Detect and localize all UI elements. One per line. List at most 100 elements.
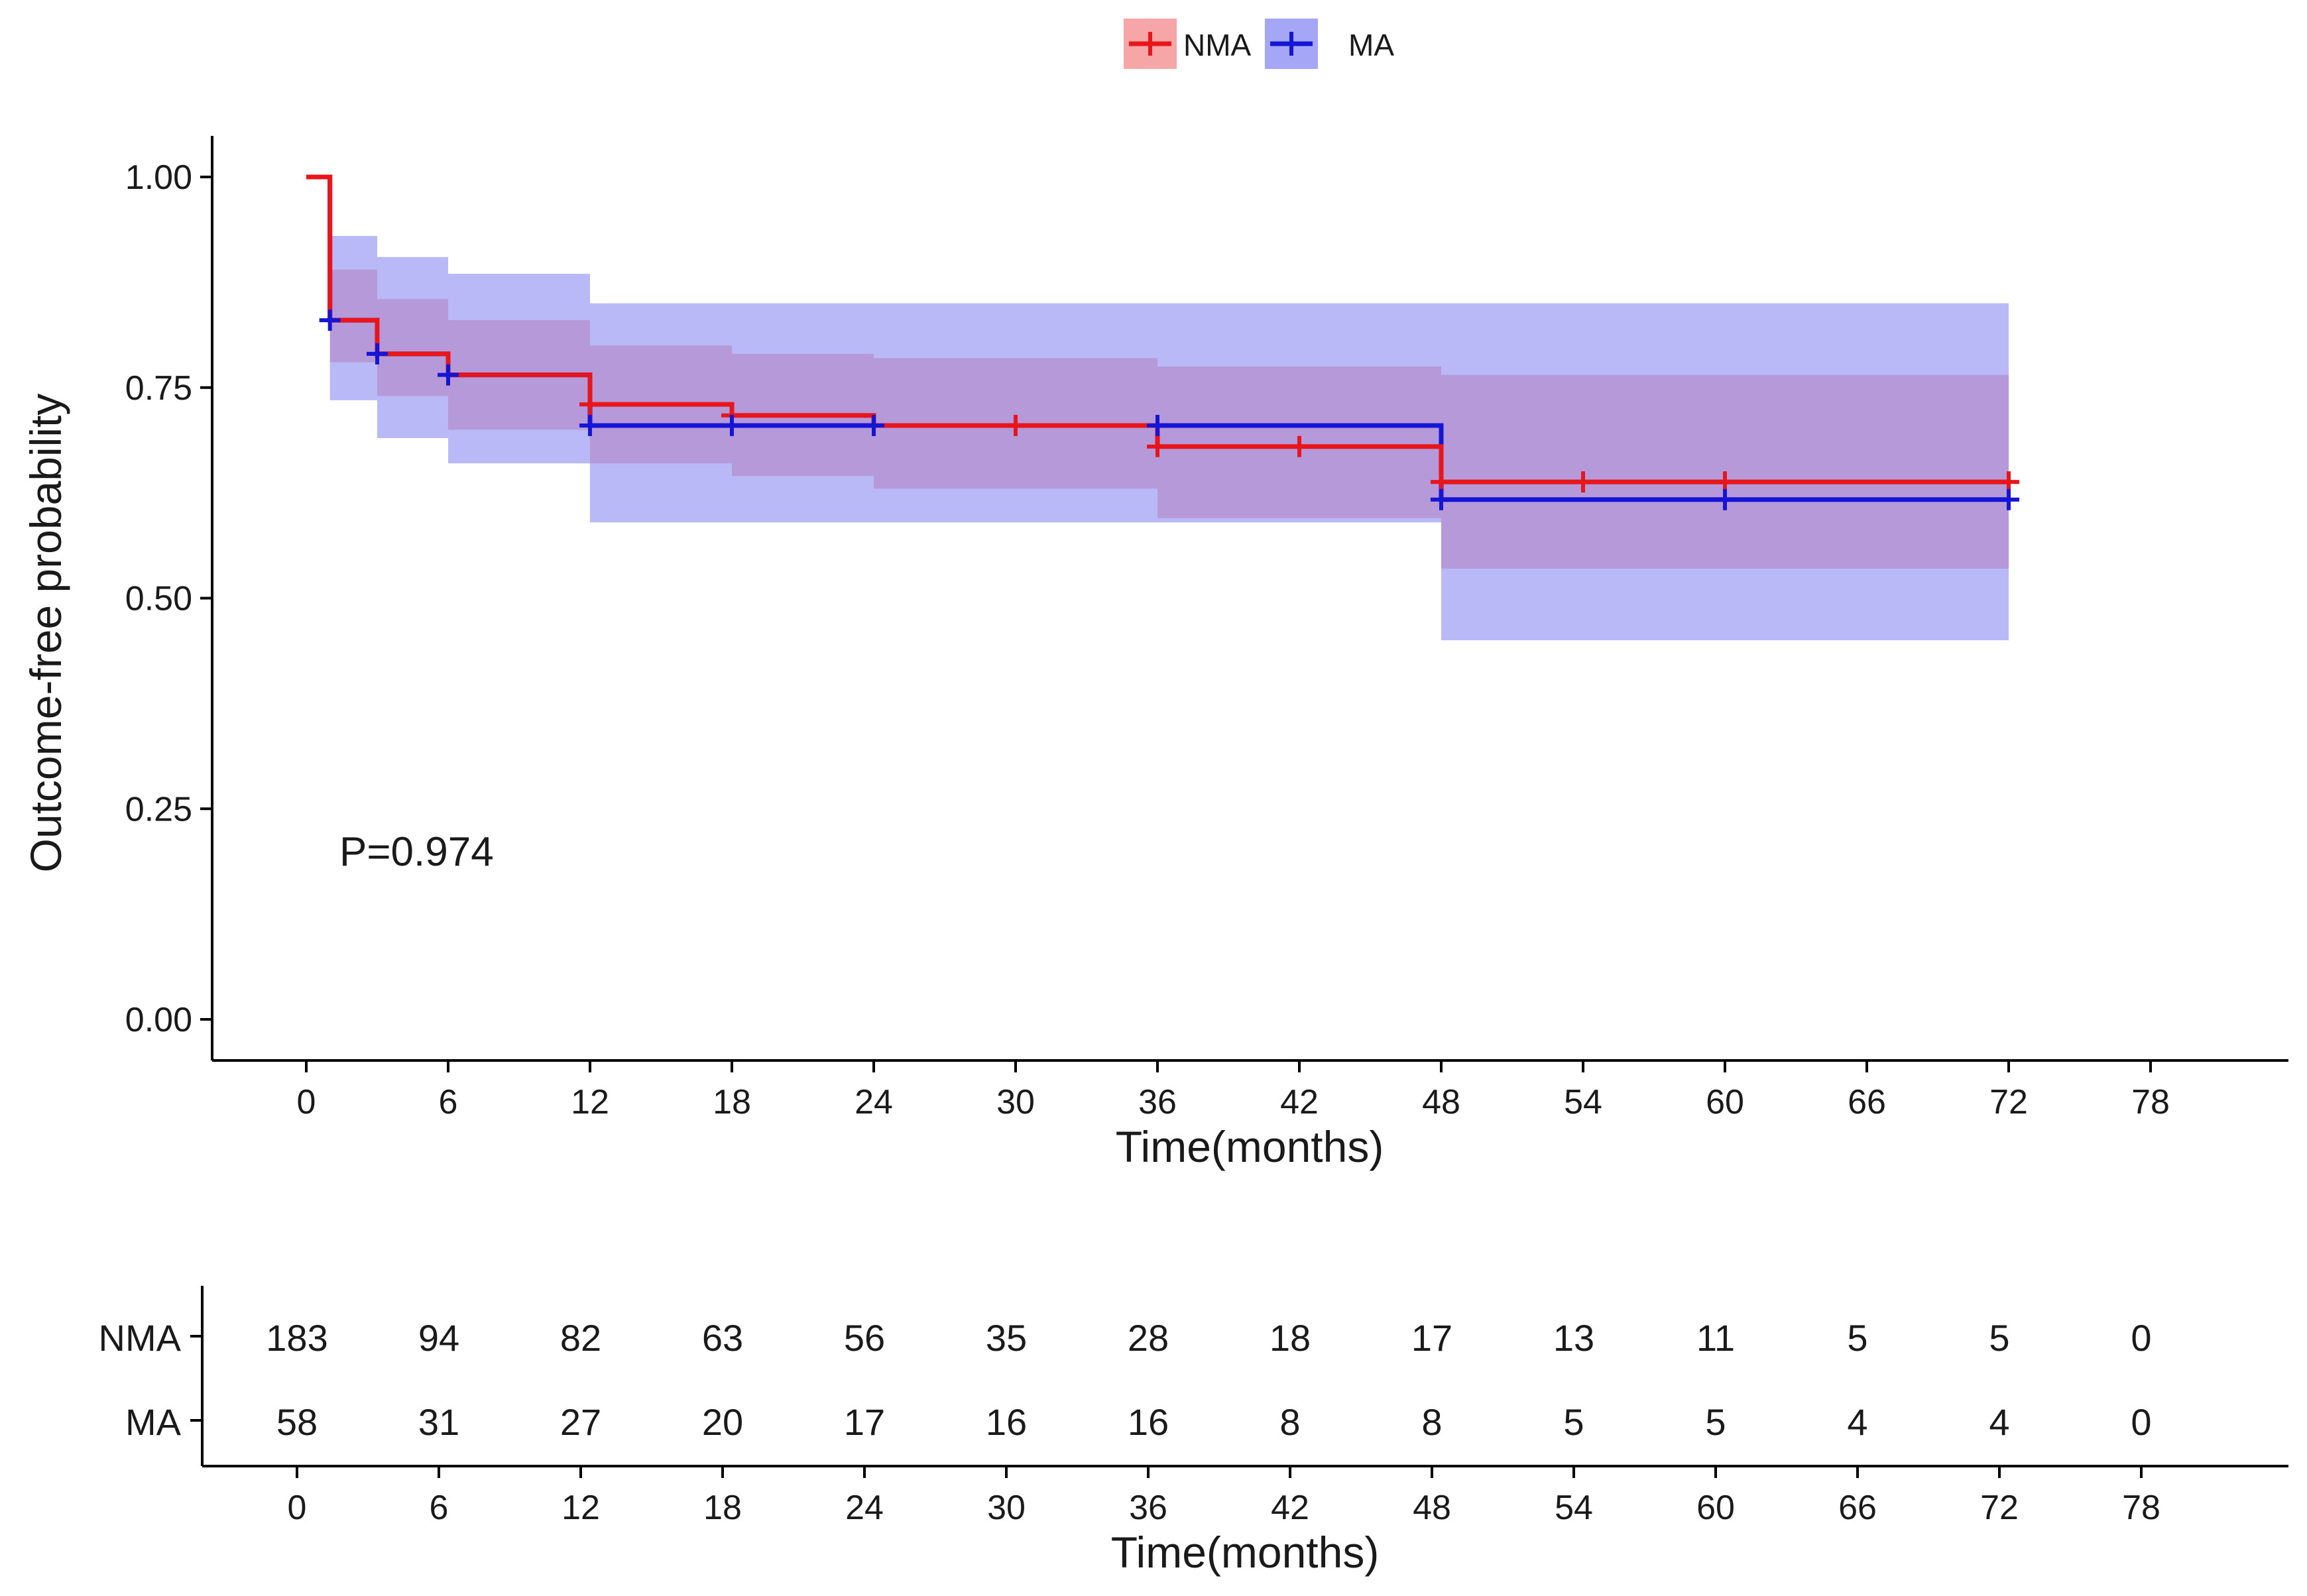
ma-censor-mark xyxy=(438,364,459,386)
risk-cell-ma: 8 xyxy=(1279,1401,1300,1443)
survival-plot: 0.00 0.25 0.50 0.75 1.00 0 6 12 18 24 30 36 42 48 54 60… xyxy=(21,136,2288,1171)
risk-cell-ma: 17 xyxy=(844,1401,885,1443)
y-axis-title: Outcome-free probability xyxy=(21,394,70,873)
x-tick-label: 78 xyxy=(2131,1083,2170,1121)
risk-cell-ma: 58 xyxy=(276,1401,318,1443)
risk-cell-ma: 5 xyxy=(1705,1401,1726,1443)
risk-cell-nma: 0 xyxy=(2131,1317,2151,1359)
x-tick-label: 42 xyxy=(1280,1083,1319,1121)
risk-x-tick-label: 66 xyxy=(1838,1489,1877,1527)
risk-x-tick-label: 12 xyxy=(562,1489,600,1527)
risk-x-tick-label: 6 xyxy=(430,1489,449,1527)
risk-cell-nma: 18 xyxy=(1270,1317,1311,1359)
nma-censor-mark xyxy=(1147,435,1168,457)
risk-x-tick-label: 72 xyxy=(1980,1489,2019,1527)
ma-censor-mark xyxy=(863,414,884,436)
risk-cell-nma: 63 xyxy=(702,1317,743,1359)
risk-cell-nma: 5 xyxy=(1847,1317,1867,1359)
risk-cell-ma: 20 xyxy=(702,1401,743,1443)
y-tick-label: 0.25 xyxy=(125,790,192,828)
ma-censor-mark xyxy=(367,343,388,365)
censor-marks xyxy=(319,310,2019,510)
risk-cell-nma: 17 xyxy=(1411,1317,1452,1359)
risk-cell-ma: 16 xyxy=(1128,1401,1169,1443)
ma-censor-mark xyxy=(721,414,742,436)
x-tick-label: 48 xyxy=(1422,1083,1460,1121)
risk-cell-nma: 28 xyxy=(1128,1317,1169,1359)
y-tick-label: 0.50 xyxy=(125,580,192,618)
risk-cell-ma: 16 xyxy=(986,1401,1027,1443)
risk-table-cells: 183 94 82 63 56 35 28 18 17 13 11 5 5 058 31 27 20 17 16 16… xyxy=(266,1317,2151,1443)
x-tick-label: 54 xyxy=(1564,1083,1602,1121)
risk-cell-ma: 5 xyxy=(1563,1401,1584,1443)
risk-row-label-ma: MA xyxy=(125,1401,182,1443)
risk-x-tick-label: 18 xyxy=(703,1489,742,1527)
risk-x-tick-label: 42 xyxy=(1271,1489,1309,1527)
risk-cell-nma: 13 xyxy=(1553,1317,1594,1359)
risk-x-tick-label: 78 xyxy=(2122,1489,2160,1527)
x-tick-label: 18 xyxy=(713,1083,751,1121)
x-tick-label: 24 xyxy=(855,1083,893,1121)
nma-censor-mark xyxy=(1005,414,1026,436)
risk-cell-ma: 0 xyxy=(2131,1401,2151,1443)
nma-censor-mark xyxy=(1431,471,1452,493)
nma-censor-mark xyxy=(1714,471,1736,493)
risk-x-tick-label: 36 xyxy=(1129,1489,1167,1527)
x-tick-label: 0 xyxy=(297,1083,316,1121)
ma-censor-mark xyxy=(1147,414,1168,436)
risk-cell-nma: 11 xyxy=(1696,1317,1735,1359)
nma-survival-curve xyxy=(306,174,2009,484)
risk-x-tick-label: 48 xyxy=(1413,1489,1451,1527)
risk-x-tick-label: 30 xyxy=(987,1489,1026,1527)
legend: NMA MA xyxy=(1124,19,1394,69)
legend-label-nma: NMA xyxy=(1183,28,1252,62)
risk-cell-nma: 183 xyxy=(266,1317,327,1359)
risk-cell-ma: 8 xyxy=(1421,1401,1442,1443)
x-tick-label: 60 xyxy=(1706,1083,1744,1121)
risk-cell-ma: 4 xyxy=(1989,1401,2009,1443)
ma-censor-mark xyxy=(1998,488,2019,510)
risk-x-tick-label: 54 xyxy=(1555,1489,1593,1527)
ma-confidence-band xyxy=(306,177,2009,641)
plot-axes: 0.00 0.25 0.50 0.75 1.00 0 6 12 18 24 30 36 42 48 54 60… xyxy=(125,136,2288,1121)
risk-x-tick-label: 60 xyxy=(1696,1489,1735,1527)
ma-censor-mark xyxy=(1431,488,1452,510)
risk-cell-ma: 31 xyxy=(418,1401,459,1443)
x-tick-label: 66 xyxy=(1848,1083,1886,1121)
risk-cell-nma: 35 xyxy=(986,1317,1027,1359)
risk-x-tick-label: 24 xyxy=(845,1489,884,1527)
risk-x-axis-title: Time(months) xyxy=(1111,1528,1380,1577)
legend-label-ma: MA xyxy=(1348,28,1394,62)
x-tick-label: 12 xyxy=(571,1083,609,1121)
risk-cell-ma: 27 xyxy=(560,1401,601,1443)
ma-censor-mark xyxy=(1714,488,1736,510)
x-axis-title: Time(months) xyxy=(1116,1122,1384,1171)
legend-item-nma: NMA xyxy=(1124,19,1252,69)
p-value-annotation: P=0.974 xyxy=(339,829,494,875)
risk-row-label-nma: NMA xyxy=(99,1317,182,1359)
confidence-bands xyxy=(306,177,2009,641)
ma-censor-mark xyxy=(579,414,601,436)
risk-cell-ma: 4 xyxy=(1847,1401,1867,1443)
nma-censor-mark xyxy=(1998,471,2019,493)
x-tick-label: 36 xyxy=(1138,1083,1177,1121)
risk-cell-nma: 82 xyxy=(560,1317,601,1359)
nma-censor-mark xyxy=(579,394,601,416)
risk-cell-nma: 94 xyxy=(418,1317,459,1359)
x-tick-label: 6 xyxy=(439,1083,458,1121)
nma-censor-mark xyxy=(1572,471,1594,493)
risk-x-tick-label: 0 xyxy=(288,1489,307,1527)
ma-censor-mark xyxy=(319,310,341,331)
x-tick-label: 72 xyxy=(1989,1083,2028,1121)
risk-cell-nma: 56 xyxy=(844,1317,885,1359)
risk-cell-nma: 5 xyxy=(1989,1317,2009,1359)
legend-item-ma: MA xyxy=(1265,19,1394,69)
y-tick-label: 0.00 xyxy=(125,1001,192,1039)
y-tick-label: 1.00 xyxy=(125,158,192,197)
y-tick-label: 0.75 xyxy=(125,369,192,408)
x-tick-label: 30 xyxy=(996,1083,1035,1121)
